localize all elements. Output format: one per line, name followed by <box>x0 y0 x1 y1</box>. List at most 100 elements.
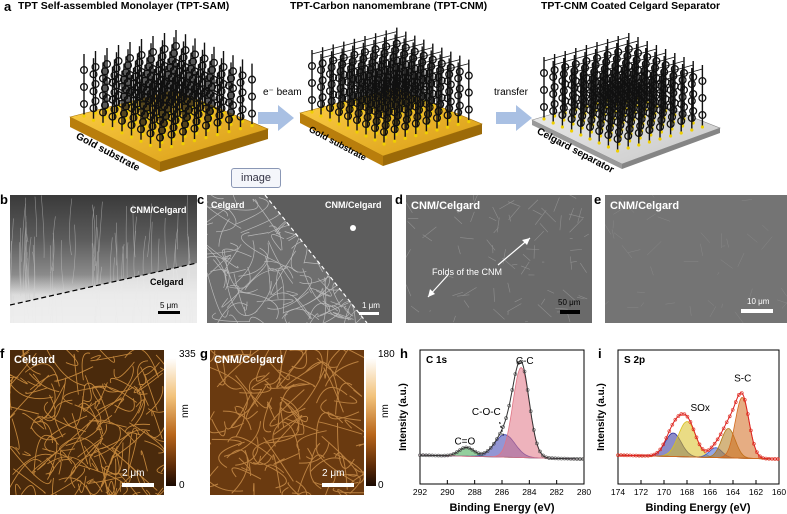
data-point <box>538 449 542 454</box>
tick-label: 288 <box>468 487 482 497</box>
colorbar-g-max: 180 <box>378 349 395 360</box>
scalebar-g <box>322 483 354 487</box>
data-point <box>706 448 711 452</box>
data-point <box>755 450 759 454</box>
scalebar-d <box>560 310 580 314</box>
cnm-molecules <box>307 27 473 146</box>
sem-image-b-texture <box>10 195 197 323</box>
tick-label: 168 <box>680 487 694 497</box>
panel-a-letter: a <box>4 0 12 14</box>
scalebar-f <box>122 483 154 487</box>
sem-image-e-texture <box>605 195 787 323</box>
label-b-celgard: Celgard <box>150 277 184 287</box>
data-point <box>736 393 741 397</box>
tick-label: 292 <box>413 487 427 497</box>
afm-image-f-texture <box>10 350 164 495</box>
label-c-celgard: Celgard <box>211 200 245 210</box>
scalebar-f-label: 2 μm <box>122 468 145 479</box>
tick-label: 164 <box>726 487 740 497</box>
scalebar-g-label: 2 μm <box>322 468 345 479</box>
sem-image-b: CNM/Celgard Celgard 5 μm <box>10 195 197 323</box>
afm-image-g: CNM/Celgard 2 μm <box>210 350 364 495</box>
tick-label: 162 <box>749 487 763 497</box>
data-point <box>516 361 521 365</box>
colorbar-g <box>366 358 376 486</box>
data-point <box>655 450 660 455</box>
scalebar-c-label: 1 μm <box>362 301 380 310</box>
panel-a-title-coated: TPT-CNM Coated Celgard Separator <box>541 0 721 12</box>
data-point <box>685 414 690 419</box>
data-point <box>470 447 475 452</box>
tick-label: 282 <box>550 487 564 497</box>
image-badge[interactable]: image <box>231 168 281 188</box>
panel-g-letter: g <box>200 346 208 361</box>
label-e-cnm: CNM/Celgard <box>610 200 680 212</box>
xps-chart-s2p: S 2p Intensity (a.u.) Binding Energy (eV… <box>596 349 786 514</box>
sem-image-e: CNM/Celgard 10 μm <box>605 195 787 323</box>
data-point <box>670 422 675 427</box>
data-point <box>664 436 669 440</box>
chart-i-peak-label: S-C <box>734 374 751 385</box>
label-d-folds: Folds of the CNM <box>432 267 503 277</box>
tick-label: 280 <box>577 487 591 497</box>
data-point <box>718 432 723 437</box>
data-point <box>501 425 505 429</box>
scalebar-b <box>158 311 180 314</box>
coc-pointer <box>498 420 504 436</box>
xps-chart-c1s: C 1s Intensity (a.u.) Binding Energy (eV… <box>398 349 591 514</box>
label-c-cnm: CNM/Celgard <box>325 200 382 210</box>
scalebar-c <box>359 312 379 315</box>
panel-a-title-sam: TPT Self-assembled Monolayer (TPT-SAM) <box>18 0 230 12</box>
tick-label: 166 <box>703 487 717 497</box>
envelope-line <box>419 360 585 460</box>
data-point <box>661 442 666 447</box>
data-point <box>700 447 705 451</box>
panel-f-letter: f <box>0 346 5 361</box>
chart-h-peak-label: C-C <box>516 356 534 367</box>
data-point <box>727 414 732 419</box>
data-point <box>715 437 720 442</box>
sam-molecules <box>79 30 257 152</box>
data-point <box>658 447 663 452</box>
data-point <box>667 429 672 433</box>
panel-e-letter: e <box>594 192 602 207</box>
chart-i-xlabel: Binding Energy (eV) <box>645 502 750 514</box>
data-point <box>721 426 726 431</box>
chart-i-ylabel: Intensity (a.u.) <box>596 383 607 451</box>
data-point <box>452 452 456 456</box>
colorbar-f-min: 0 <box>179 480 185 491</box>
data-point <box>492 441 496 446</box>
chart-h-title: C 1s <box>426 355 448 366</box>
afm-image-f: Celgard 2 μm <box>10 350 164 495</box>
panel-i-letter: i <box>598 346 602 361</box>
data-point <box>758 454 762 459</box>
tick-label: 284 <box>522 487 536 497</box>
scalebar-e-label: 10 μm <box>747 297 770 306</box>
ebeam-label: e⁻ beam <box>263 87 302 98</box>
label-b-cnm: CNM/Celgard <box>130 205 187 215</box>
data-point <box>455 450 459 454</box>
data-point <box>712 441 717 446</box>
tick-label: 170 <box>657 487 671 497</box>
panel-c-letter: c <box>197 192 205 207</box>
chart-i-peak-label: SOx <box>690 403 709 414</box>
data-point <box>495 437 499 441</box>
tick-label: 290 <box>440 487 454 497</box>
colorbar-g-unit: nm <box>380 404 391 418</box>
panel-a-title-cnm: TPT-Carbon nanomembrane (TPT-CNM) <box>290 0 488 12</box>
afm-image-g-texture <box>210 350 364 495</box>
sem-image-c-texture <box>207 195 392 323</box>
chart-h-frame <box>419 349 585 485</box>
chart-i-title: S 2p <box>624 355 645 366</box>
data-point <box>473 449 478 454</box>
chart-h-peak-label: C-O-C <box>472 407 501 418</box>
label-d-cnm: CNM/Celgard <box>411 200 481 212</box>
chart-h-xlabel: Binding Energy (eV) <box>449 502 554 514</box>
sem-image-d: CNM/Celgard Folds of the CNM 50 μm <box>406 195 592 323</box>
data-point <box>709 445 714 450</box>
tick-label: 160 <box>772 487 786 497</box>
data-point <box>694 435 699 440</box>
data-point <box>673 417 678 422</box>
colorbar-g-min: 0 <box>378 480 384 491</box>
panel-d-letter: d <box>395 192 403 207</box>
